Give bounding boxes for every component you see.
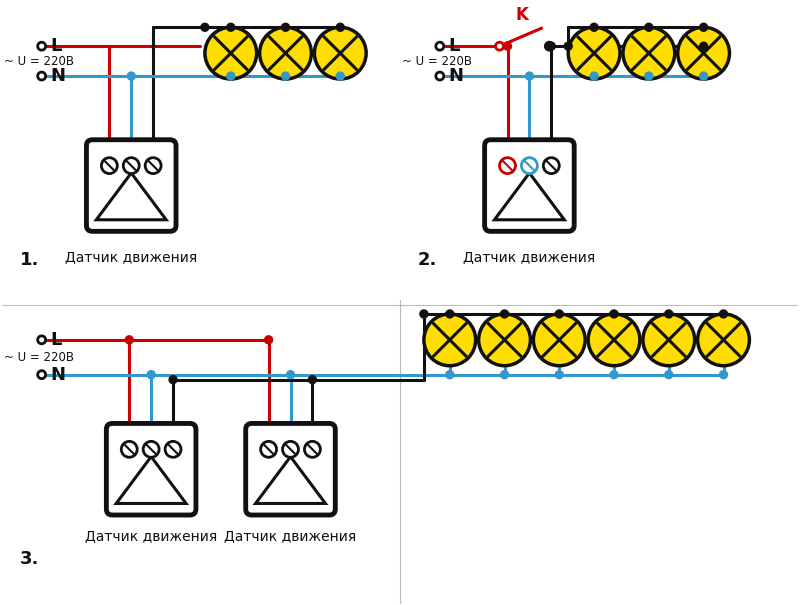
Circle shape	[38, 336, 46, 344]
Circle shape	[226, 23, 234, 31]
Text: 2.: 2.	[418, 251, 438, 269]
Circle shape	[534, 314, 585, 365]
Circle shape	[564, 42, 572, 50]
Circle shape	[501, 310, 509, 318]
Circle shape	[446, 310, 454, 318]
Circle shape	[123, 158, 139, 174]
Circle shape	[610, 310, 618, 318]
Circle shape	[261, 442, 277, 457]
FancyBboxPatch shape	[485, 140, 574, 231]
Circle shape	[260, 27, 311, 79]
Circle shape	[147, 371, 155, 379]
Text: Датчик движения: Датчик движения	[224, 529, 357, 543]
Polygon shape	[96, 173, 166, 220]
Circle shape	[478, 314, 530, 365]
Circle shape	[126, 336, 134, 344]
Circle shape	[495, 42, 503, 50]
Text: K: K	[515, 6, 528, 24]
Circle shape	[201, 23, 209, 31]
Circle shape	[590, 72, 598, 80]
Circle shape	[547, 42, 555, 50]
Circle shape	[127, 72, 135, 80]
FancyBboxPatch shape	[246, 424, 335, 515]
Text: L: L	[50, 331, 62, 349]
Text: L: L	[449, 37, 460, 55]
Circle shape	[143, 442, 159, 457]
Circle shape	[678, 27, 730, 79]
Circle shape	[623, 27, 674, 79]
Circle shape	[665, 371, 673, 379]
Text: Датчик движения: Датчик движения	[463, 250, 595, 264]
Circle shape	[610, 371, 618, 379]
Circle shape	[265, 336, 273, 344]
Circle shape	[169, 376, 177, 384]
Circle shape	[38, 72, 46, 80]
FancyBboxPatch shape	[106, 424, 196, 515]
Circle shape	[282, 23, 290, 31]
Circle shape	[568, 27, 620, 79]
Circle shape	[424, 314, 476, 365]
Circle shape	[522, 158, 538, 174]
Circle shape	[145, 158, 161, 174]
Circle shape	[555, 310, 563, 318]
Circle shape	[282, 72, 290, 80]
Circle shape	[555, 371, 563, 379]
Polygon shape	[494, 173, 564, 220]
Circle shape	[698, 314, 750, 365]
Circle shape	[205, 27, 257, 79]
Circle shape	[314, 27, 366, 79]
Circle shape	[665, 310, 673, 318]
Circle shape	[590, 23, 598, 31]
Circle shape	[420, 310, 428, 318]
Text: 3.: 3.	[20, 550, 39, 568]
Circle shape	[645, 23, 653, 31]
Circle shape	[501, 371, 509, 379]
Circle shape	[336, 72, 344, 80]
Circle shape	[719, 310, 727, 318]
Text: N: N	[50, 365, 66, 384]
Circle shape	[309, 376, 316, 384]
Circle shape	[700, 42, 707, 50]
Circle shape	[336, 23, 344, 31]
Circle shape	[446, 371, 454, 379]
Circle shape	[436, 72, 444, 80]
Circle shape	[286, 371, 294, 379]
Text: Датчик движения: Датчик движения	[85, 529, 218, 543]
Circle shape	[543, 158, 559, 174]
Circle shape	[226, 72, 234, 80]
Circle shape	[546, 42, 554, 50]
Circle shape	[643, 314, 694, 365]
Circle shape	[282, 442, 298, 457]
Circle shape	[305, 442, 320, 457]
Circle shape	[499, 158, 515, 174]
Circle shape	[38, 371, 46, 379]
Polygon shape	[255, 457, 326, 503]
Text: L: L	[50, 37, 62, 55]
Circle shape	[38, 42, 46, 50]
Circle shape	[122, 442, 138, 457]
Circle shape	[165, 442, 181, 457]
Text: 1.: 1.	[20, 251, 39, 269]
Circle shape	[526, 72, 534, 80]
Circle shape	[503, 42, 511, 50]
Text: N: N	[50, 67, 66, 85]
Circle shape	[700, 23, 707, 31]
Circle shape	[719, 371, 727, 379]
Text: ~ U = 220В: ~ U = 220В	[402, 54, 472, 68]
Text: Датчик движения: Датчик движения	[65, 250, 198, 264]
Circle shape	[588, 314, 640, 365]
Text: ~ U = 220В: ~ U = 220В	[4, 54, 74, 68]
Text: N: N	[449, 67, 464, 85]
Text: ~ U = 220В: ~ U = 220В	[4, 351, 74, 364]
Circle shape	[436, 42, 444, 50]
Polygon shape	[116, 457, 186, 503]
FancyBboxPatch shape	[86, 140, 176, 231]
Circle shape	[102, 158, 118, 174]
Circle shape	[645, 72, 653, 80]
Circle shape	[700, 72, 707, 80]
